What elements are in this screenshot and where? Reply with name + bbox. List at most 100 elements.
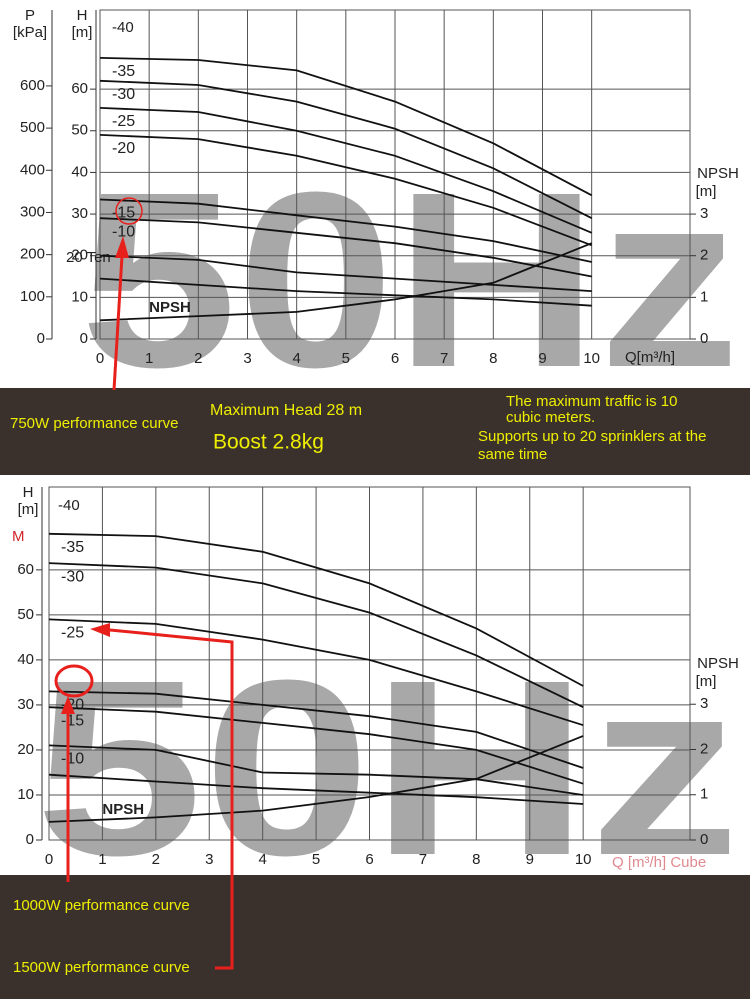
curve-label: -20 <box>112 140 135 157</box>
curve <box>99 242 593 322</box>
p-tick-label: 0 <box>37 330 45 347</box>
curve-label: -35 <box>112 63 135 80</box>
circle <box>115 197 143 225</box>
curve-label: -30 <box>61 568 84 585</box>
curve <box>48 532 584 687</box>
banner-text: Maximum Head 28 m <box>210 402 362 419</box>
y2-axis-label: [m] <box>696 183 717 200</box>
x-tick-label: 9 <box>538 350 546 367</box>
banner <box>0 388 750 475</box>
y2-tick-label: 1 <box>700 288 708 305</box>
annotation: -40 <box>58 497 80 514</box>
y2-tick-label: 1 <box>700 786 708 803</box>
curve <box>99 254 592 292</box>
footer <box>0 875 750 999</box>
p-tick-label: 600 <box>20 77 45 94</box>
p-tick-label: 200 <box>20 246 45 263</box>
curve <box>48 744 584 796</box>
x-tick-label: 3 <box>205 851 213 868</box>
curve-label: -10 <box>61 751 84 768</box>
watermark: 50Hz <box>35 628 740 907</box>
curve <box>48 618 584 727</box>
x-tick-label: 5 <box>312 851 320 868</box>
y-tick-label: 0 <box>26 831 34 848</box>
p-tick-label: 500 <box>20 119 45 136</box>
y-tick-label: 50 <box>71 122 88 139</box>
x-tick-label: 4 <box>258 851 266 868</box>
x-tick-label: 8 <box>472 851 480 868</box>
y-tick-label: 30 <box>17 696 34 713</box>
curve-label: -30 <box>112 86 135 103</box>
arrowhead <box>61 696 75 714</box>
curve <box>99 79 593 220</box>
banner-text: 750W performance curve <box>10 415 178 432</box>
curve <box>99 217 592 278</box>
y-axis-label: [m] <box>18 501 39 518</box>
arrow <box>109 628 234 970</box>
x-tick-label: 0 <box>45 851 53 868</box>
arrowhead <box>90 623 110 637</box>
y2-tick-label: 0 <box>700 330 708 347</box>
circle <box>54 664 94 698</box>
curve <box>48 735 584 823</box>
callout-text: 1500W performance curve <box>13 959 190 976</box>
x-tick-label: 6 <box>391 350 399 367</box>
x-tick-label: 2 <box>152 851 160 868</box>
curve-label: -35 <box>61 539 84 556</box>
banner-text: same time <box>478 446 547 463</box>
annotation: -40 <box>112 19 134 36</box>
curve <box>48 562 584 709</box>
arrow <box>112 255 124 391</box>
x-tick-label: 10 <box>583 350 600 367</box>
curve-label: NPSH <box>149 299 191 316</box>
x-tick-label: 4 <box>292 350 300 367</box>
annotation: M <box>12 528 25 545</box>
x-tick-label: 10 <box>575 851 592 868</box>
y-tick-label: 50 <box>17 606 34 623</box>
x-tick-label: 1 <box>145 350 153 367</box>
y-tick-label: 40 <box>71 163 88 180</box>
curve <box>48 773 584 805</box>
y-axis-label: H <box>23 484 34 501</box>
y2-tick-label: 3 <box>700 695 708 712</box>
p-tick-label: 400 <box>20 161 45 178</box>
y-axis-label: [m] <box>72 24 93 41</box>
annotation: 20 Ten <box>66 249 111 266</box>
y-tick-label: 60 <box>71 80 88 97</box>
p-axis-label: [kPa] <box>13 24 47 41</box>
y-tick-label: 30 <box>71 205 88 222</box>
banner-text: The maximum traffic is 10 <box>506 393 677 410</box>
y-tick-label: 40 <box>17 651 34 668</box>
y-tick-label: 0 <box>80 330 88 347</box>
x-tick-label: 8 <box>489 350 497 367</box>
banner-text: Supports up to 20 sprinklers at the <box>478 428 706 445</box>
x-tick-label: 7 <box>419 851 427 868</box>
p-tick-label: 300 <box>20 203 45 220</box>
y2-tick-label: 0 <box>700 831 708 848</box>
curve-label: -25 <box>61 625 84 642</box>
x-tick-label: 5 <box>342 350 350 367</box>
x-tick-label: 7 <box>440 350 448 367</box>
curve <box>99 134 593 247</box>
callout-text: 1000W performance curve <box>13 897 190 914</box>
x-tick-label: 3 <box>243 350 251 367</box>
y2-tick-label: 3 <box>700 205 708 222</box>
y2-axis-label: [m] <box>696 673 717 690</box>
banner-text: cubic meters. <box>506 409 595 426</box>
curve <box>99 57 593 197</box>
y-tick-label: 10 <box>17 786 34 803</box>
y2-tick-label: 2 <box>700 247 708 264</box>
p-axis-label: P <box>25 7 35 24</box>
curve-label: -10 <box>112 223 135 240</box>
curve-label: -15 <box>61 712 84 729</box>
x-tick-label: 9 <box>526 851 534 868</box>
curve <box>99 277 592 307</box>
curve <box>99 107 593 234</box>
y-tick-label: 20 <box>17 741 34 758</box>
x-axis-label: Q[m³/h] <box>625 349 675 366</box>
